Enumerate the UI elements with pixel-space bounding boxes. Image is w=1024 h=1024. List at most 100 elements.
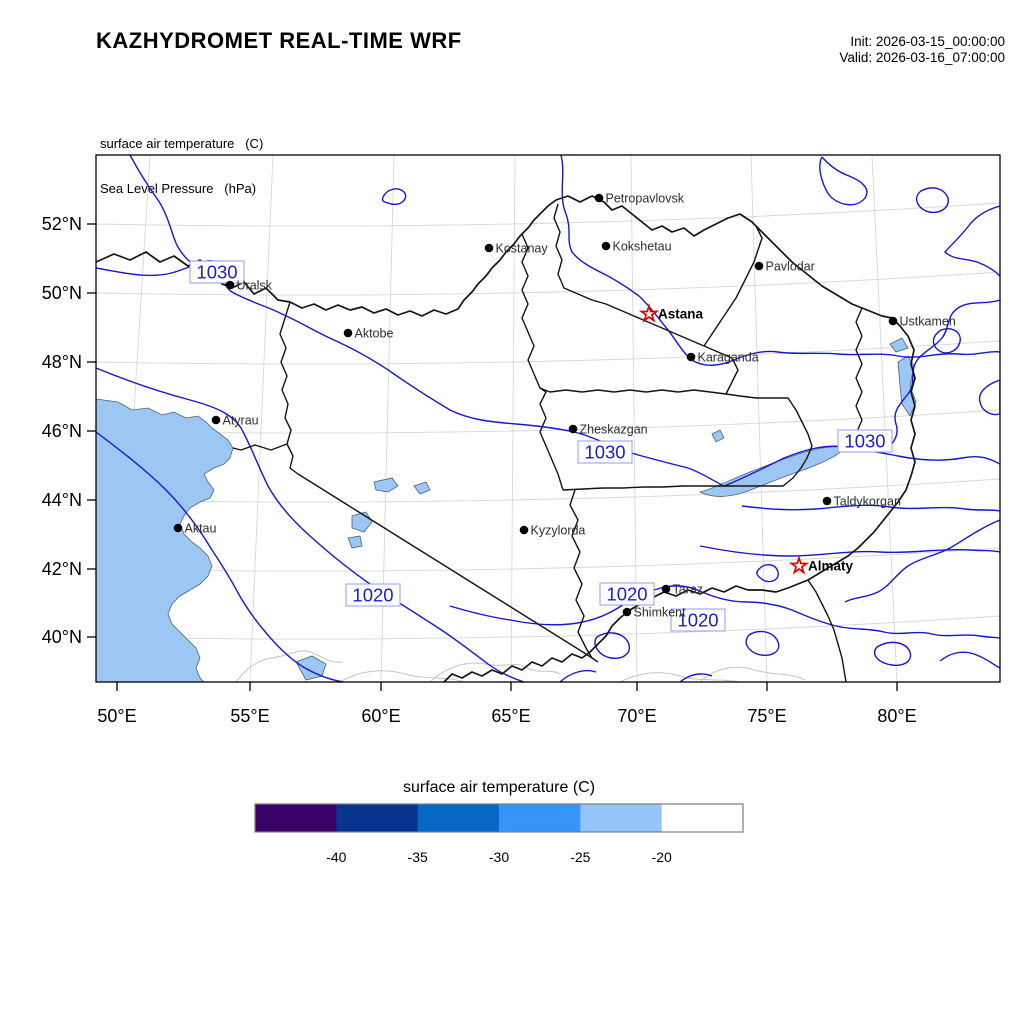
city-dot-icon [888,316,898,326]
isobar [873,641,912,666]
city-dot-icon [622,607,632,617]
lon-tick-label: 70°E [617,706,656,726]
lat-tick-label: 52°N [42,214,82,234]
border-betpak [562,457,808,491]
city-dot-icon [822,496,832,506]
lat-tick-label: 40°N [42,627,82,647]
small-lake-1 [373,477,399,493]
graticule-parallel [96,547,1000,572]
isobar [944,205,1000,277]
city-label: Aktobe [355,327,394,341]
city-marker-aktobe: Aktobe [343,327,394,341]
border-almaty-branch [807,579,847,682]
isobar [915,187,949,214]
aral-lake-2 [347,535,363,549]
lat-tick-label: 50°N [42,283,82,303]
lon-tick-label: 60°E [361,706,400,726]
init-time: Init: 2026-03-15_00:00:00 [850,34,1005,49]
pressure-label-text: 1020 [606,584,647,605]
city-label: Shimkent [634,606,687,620]
graticule-parallel [96,271,1000,296]
city-layer: Petropavlovsk Kostanay Kokshetau Pavlodar Ur… [173,192,956,620]
graticule-parallel [96,409,1000,434]
border-kostanay [521,233,564,491]
city-marker-zheskazgan: Zheskazgan [568,423,648,437]
variable-lines: surface air temperature (C) Sea Level Pr… [100,106,263,226]
colorbar-title: surface air temperature (C) [403,779,595,796]
pressure-label: 1030 [577,440,633,464]
colorbar-segment [499,804,581,832]
isobar [699,545,1000,557]
pressure-label-text: 1030 [196,262,237,283]
city-label: Atyrau [223,414,259,428]
lon-tick-label: 80°E [877,706,916,726]
region-borders [96,195,916,682]
city-dot-icon [686,352,696,362]
isobar [594,632,630,659]
city-marker-aktau: Aktau [173,522,217,536]
city-marker-kostanay: Kostanay [484,242,548,256]
pressure-label-text: 1020 [677,610,718,631]
city-label: Karaganda [698,351,759,365]
city-label: Astana [658,307,704,322]
city-dot-icon [754,261,764,271]
isobar-1020 [449,585,1000,639]
isobar [559,669,597,682]
border-west [279,301,599,663]
graticule-meridian [750,155,768,682]
lat-tick-label: 44°N [42,490,82,510]
graticule-meridian [510,155,516,682]
city-marker-ustkamen: Ustkamen [888,315,956,329]
kazakhstan-outer-border [96,195,916,682]
isobar [129,155,199,269]
border-kyzylorda [569,489,593,659]
pressure-label: 1020 [670,608,726,632]
aral-lake-1 [351,511,373,533]
variable-line-2: Sea Level Pressure (hPa) [100,181,257,196]
city-dot-icon [594,193,604,203]
graticule-meridian [871,155,898,682]
colorbar: surface air temperature (C) -40 -35 -30 -25 -… [254,779,744,865]
city-label: Taldykorgan [834,495,901,509]
foreign-border [429,662,561,682]
graticule-meridian [249,155,274,682]
graticule-parallel [96,202,1000,227]
border-karaganda-west [539,387,727,395]
city-dot-icon [173,523,183,533]
city-label: Aktau [185,522,217,536]
small-lake-2 [413,481,431,495]
axes-layer: 52°N 50°N 48°N 46°N 44°N 42°N 40°N 50°E 55°E 60°E… [42,214,917,726]
graticule-parallel [96,478,1000,503]
small-lake-3 [889,337,909,353]
isobar [745,630,780,656]
pressure-label: 1020 [599,582,655,606]
city-marker-petropavlovsk: Petropavlovsk [594,192,685,206]
isobar [381,188,407,206]
lat-tick-label: 42°N [42,559,82,579]
isobar [932,328,961,354]
valid-time: Valid: 2026-03-16_07:00:00 [839,50,1005,65]
isobar [939,651,1000,669]
city-dot-icon [661,584,671,594]
pressure-label: 1020 [345,583,401,607]
colorbar-tick-label: -20 [652,849,672,865]
city-dot-icon [568,424,578,434]
border-atyrau [232,443,288,451]
city-label: Kokshetau [613,240,672,254]
city-label: Kyzylorda [531,524,586,538]
run-timestamps: Init: 2026-03-15_00:00:00 Valid: 2026-03… [839,34,1005,66]
city-marker-taraz: Taraz [661,583,703,597]
foreign-border [235,650,343,682]
city-marker-pavlodar: Pavlodar [754,260,815,274]
city-marker-atyrau: Atyrau [211,414,259,428]
foreign-border [619,672,741,682]
city-label: Uralsk [237,279,273,293]
city-label: Pavlodar [766,260,815,274]
caspian-sea [96,398,234,682]
city-marker-kokshetau: Kokshetau [601,240,672,254]
city-marker-uralsk: Uralsk [225,279,273,293]
water-bodies [96,337,917,682]
city-marker-kyzylorda: Kyzylorda [519,524,586,538]
isobar [741,504,1000,512]
